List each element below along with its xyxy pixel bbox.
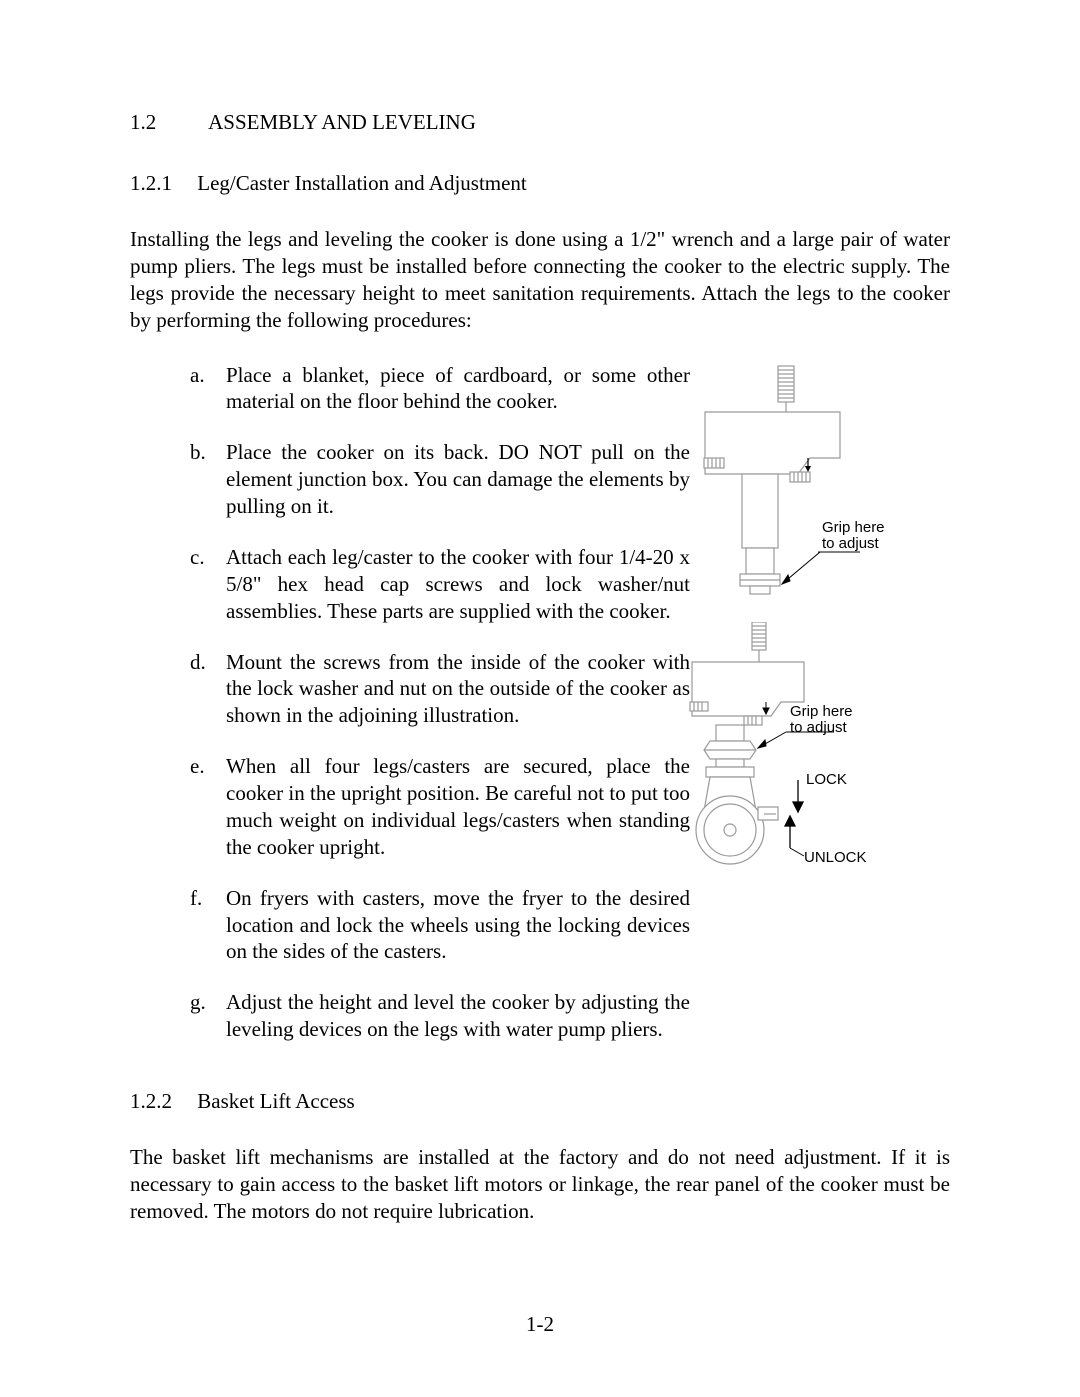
list-marker: g.	[190, 989, 226, 1043]
figure-column: Grip here to adjust	[690, 362, 950, 1068]
grip-label-line2: to adjust	[790, 719, 847, 736]
page: 1.2 ASSEMBLY AND LEVELING 1.2.1 Leg/Cast…	[0, 0, 1080, 1397]
list-item: g. Adjust the height and level the cooke…	[190, 989, 690, 1043]
list-marker: c.	[190, 544, 226, 625]
list-body: Adjust the height and level the cooker b…	[226, 989, 690, 1043]
subsection-2-number: 1.2.2	[130, 1089, 192, 1114]
section-heading: 1.2 ASSEMBLY AND LEVELING	[130, 110, 950, 135]
grip-label-line1: Grip here	[790, 703, 853, 720]
lock-label: LOCK	[806, 772, 847, 789]
list-marker: f.	[190, 885, 226, 966]
unlock-label: UNLOCK	[804, 850, 867, 867]
list-marker: e.	[190, 753, 226, 861]
subsection-2-title: Basket Lift Access	[197, 1089, 354, 1113]
section-number: 1.2	[130, 110, 204, 135]
list-body: Place the cooker on its back. DO NOT pul…	[226, 439, 690, 520]
subsection-2-body: The basket lift mechanisms are installed…	[130, 1144, 950, 1225]
list-marker: a.	[190, 362, 226, 416]
leg-diagram-icon	[690, 362, 940, 612]
list-item: a. Place a blanket, piece of cardboard, …	[190, 362, 690, 416]
grip-label: Grip here to adjust	[790, 704, 853, 737]
list-body: Attach each leg/caster to the cooker wit…	[226, 544, 690, 625]
section-title: ASSEMBLY AND LEVELING	[208, 110, 476, 134]
grip-label-line2: to adjust	[822, 535, 879, 552]
list-item: c. Attach each leg/caster to the cooker …	[190, 544, 690, 625]
subsection-1-heading: 1.2.1 Leg/Caster Installation and Adjust…	[130, 171, 950, 196]
list-body: When all four legs/casters are secured, …	[226, 753, 690, 861]
caster-figure: Grip here to adjust LOCK UNLOCK	[686, 622, 946, 882]
list-marker: d.	[190, 649, 226, 730]
grip-label: Grip here to adjust	[822, 520, 885, 553]
subsection-1-number: 1.2.1	[130, 171, 192, 196]
list-body: On fryers with casters, move the fryer t…	[226, 885, 690, 966]
procedure-list: a. Place a blanket, piece of cardboard, …	[130, 362, 690, 1068]
subsection-1-intro: Installing the legs and leveling the coo…	[130, 226, 950, 334]
list-item: f. On fryers with casters, move the frye…	[190, 885, 690, 966]
list-item: e. When all four legs/casters are secure…	[190, 753, 690, 861]
list-item: b. Place the cooker on its back. DO NOT …	[190, 439, 690, 520]
list-item: d. Mount the screws from the inside of t…	[190, 649, 690, 730]
subsection-1-title: Leg/Caster Installation and Adjustment	[197, 171, 527, 195]
list-body: Mount the screws from the inside of the …	[226, 649, 690, 730]
grip-label-line1: Grip here	[822, 519, 885, 536]
list-body: Place a blanket, piece of cardboard, or …	[226, 362, 690, 416]
caster-diagram-icon	[686, 622, 946, 882]
subsection-2-heading: 1.2.2 Basket Lift Access	[130, 1089, 950, 1114]
procedure-area: a. Place a blanket, piece of cardboard, …	[130, 362, 950, 1068]
list-marker: b.	[190, 439, 226, 520]
leg-figure: Grip here to adjust	[690, 362, 940, 612]
page-number: 1-2	[0, 1312, 1080, 1337]
